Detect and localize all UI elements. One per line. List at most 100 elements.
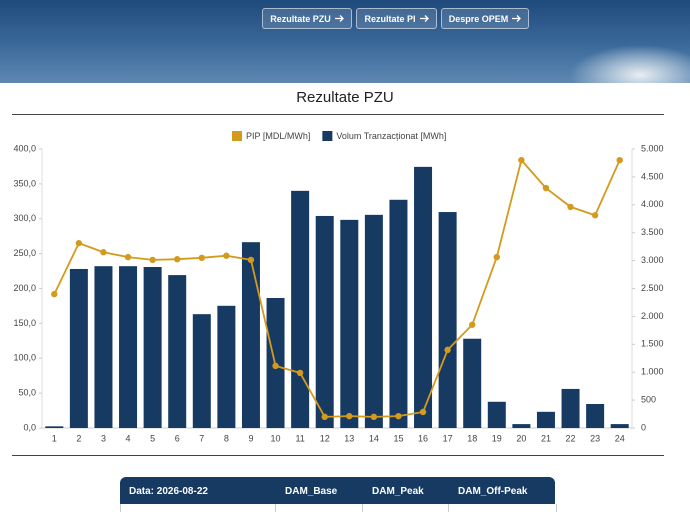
arrow-icon xyxy=(419,15,429,22)
x-tick-label: 13 xyxy=(344,433,354,443)
line-point xyxy=(591,212,599,219)
x-tick-label: 19 xyxy=(492,433,502,443)
bar xyxy=(512,424,531,428)
line-point xyxy=(296,369,304,377)
bar xyxy=(192,314,211,428)
table-header-cell: DAM_Off-Peak xyxy=(458,486,528,497)
table-header-cell: Data: 2026-08-22 xyxy=(129,486,208,497)
arrow-icon xyxy=(334,15,344,22)
y2-tick-label: 1.500 xyxy=(641,339,664,349)
table-row xyxy=(120,504,557,512)
line-point xyxy=(346,412,353,420)
y2-tick-label: 0 xyxy=(641,422,646,432)
line-point xyxy=(444,346,451,354)
nav-button-label: Rezultate PZU xyxy=(270,13,331,24)
x-tick-label: 18 xyxy=(467,433,477,443)
y2-tick-label: 1.000 xyxy=(641,367,664,377)
line-point xyxy=(616,156,623,164)
bar xyxy=(241,242,260,428)
y-tick-label: 350,0 xyxy=(13,178,36,188)
x-tick-label: 14 xyxy=(369,433,379,443)
y2-tick-label: 4.000 xyxy=(641,199,664,209)
legend-swatch xyxy=(232,131,242,141)
bar xyxy=(610,424,629,428)
line-point xyxy=(223,252,230,259)
y-tick-label: 250,0 xyxy=(13,248,36,258)
y-tick-label: 300,0 xyxy=(13,213,36,223)
bar xyxy=(561,388,580,428)
legend-label: PIP [MDL/MWh] xyxy=(246,131,310,141)
line-point xyxy=(370,413,378,421)
x-tick-label: 9 xyxy=(248,433,253,443)
cell-border xyxy=(275,504,276,512)
y2-tick-label: 4.500 xyxy=(641,171,664,181)
x-tick-label: 5 xyxy=(150,433,155,443)
line-point xyxy=(75,239,83,247)
bar xyxy=(536,411,555,428)
line-point xyxy=(100,249,107,256)
line-point xyxy=(149,256,156,264)
bar xyxy=(94,266,113,428)
x-tick-label: 6 xyxy=(175,433,180,443)
x-tick-label: 7 xyxy=(199,433,204,443)
banner: Rezultate PZU Rezultate PI Despre OPEM xyxy=(0,0,690,83)
y2-tick-label: 3.500 xyxy=(641,227,664,237)
x-tick-label: 16 xyxy=(418,433,428,443)
y2-tick-label: 5.000 xyxy=(641,143,664,153)
x-tick-label: 22 xyxy=(566,433,576,443)
bar xyxy=(69,268,88,428)
line-point xyxy=(493,253,500,261)
x-tick-label: 12 xyxy=(320,433,330,443)
y2-tick-label: 3.000 xyxy=(641,255,664,265)
chart: 0,0 50,0 100,0 150,0 200,0 250,0 300,0 350,0 400… xyxy=(13,131,664,444)
arrow-icon xyxy=(512,15,522,22)
x-tick-label: 4 xyxy=(126,433,131,443)
nav-button-label: Despre OPEM xyxy=(448,13,509,24)
line-point xyxy=(567,203,574,211)
line-point xyxy=(174,256,181,263)
y-tick-label: 100,0 xyxy=(13,353,36,363)
line-point xyxy=(542,184,550,192)
bar xyxy=(45,426,64,428)
table-header-cell: DAM_Base xyxy=(285,486,338,497)
line-point xyxy=(198,254,205,262)
x-tick-label: 11 xyxy=(295,433,304,443)
line-point xyxy=(518,156,525,164)
line-point xyxy=(51,290,58,298)
line-point xyxy=(321,413,328,421)
y2-tick-label: 2.000 xyxy=(641,311,664,321)
bar xyxy=(340,219,359,428)
nav-button[interactable]: Rezultate PI xyxy=(356,8,437,29)
nav-button[interactable]: Rezultate PZU xyxy=(262,8,352,29)
divider xyxy=(12,455,664,456)
cell-border xyxy=(448,504,449,512)
bar xyxy=(414,166,433,428)
legend-label: Volum Tranzacționat [MWh] xyxy=(336,131,446,141)
section-title: Rezultate PZU xyxy=(296,89,394,106)
divider xyxy=(12,114,664,115)
x-tick-label: 8 xyxy=(224,433,229,443)
nav-button[interactable]: Despre OPEM xyxy=(441,8,529,29)
nav-button-label: Rezultate PI xyxy=(364,13,416,24)
x-tick-label: 21 xyxy=(541,433,551,443)
x-tick-label: 23 xyxy=(590,433,600,443)
cell-border xyxy=(362,504,363,512)
bar xyxy=(217,305,236,428)
y2-tick-label: 500 xyxy=(641,394,656,404)
bar xyxy=(315,215,334,428)
x-tick-label: 1 xyxy=(52,433,57,443)
y-tick-label: 200,0 xyxy=(13,283,36,293)
bar xyxy=(119,266,138,428)
line-point xyxy=(272,362,279,370)
y-tick-label: 150,0 xyxy=(13,318,36,328)
bar xyxy=(463,338,482,428)
x-tick-label: 20 xyxy=(516,433,526,443)
bar xyxy=(291,190,310,428)
x-tick-label: 10 xyxy=(271,433,281,443)
x-tick-label: 24 xyxy=(615,433,625,443)
y-tick-label: 0,0 xyxy=(23,422,36,432)
line-point xyxy=(395,412,402,420)
x-tick-label: 15 xyxy=(393,433,403,443)
bar xyxy=(389,199,408,428)
bar xyxy=(586,404,605,428)
